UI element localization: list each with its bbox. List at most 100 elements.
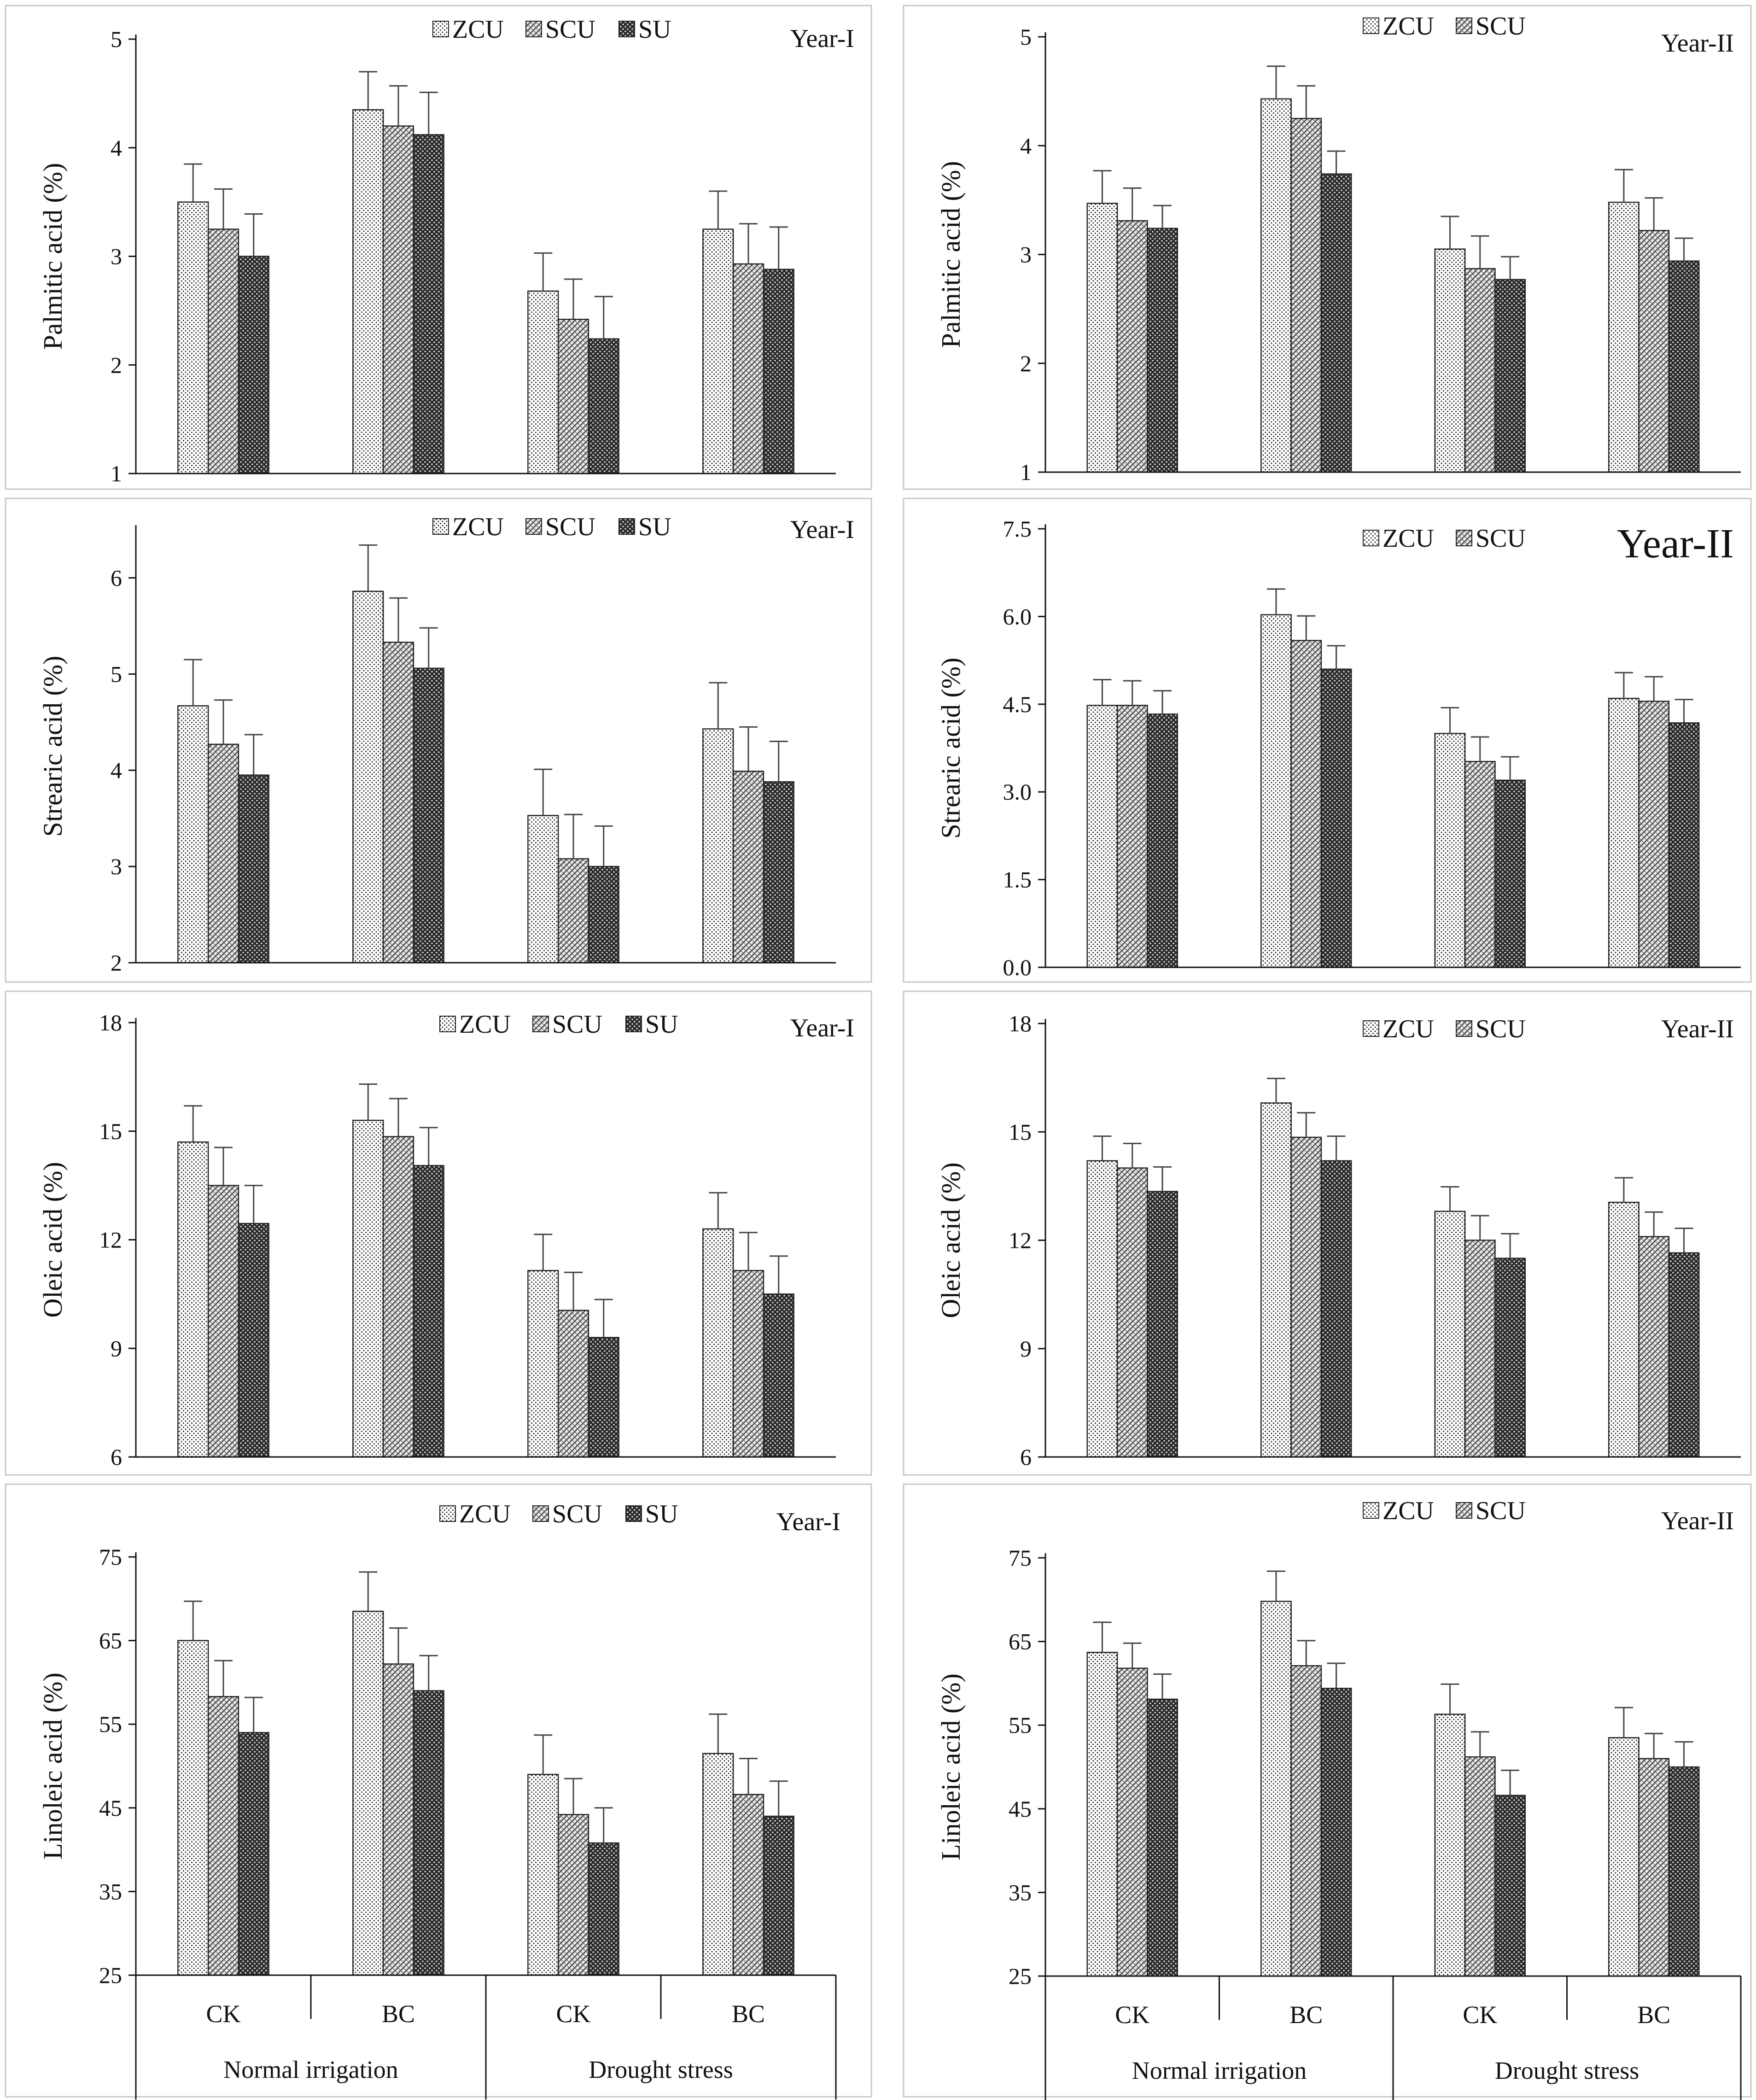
bar-scu <box>732 1794 764 1976</box>
chart-panel-1: 1 2 3 4 5 Palmitic acid (%) Year-I ZCU SCU SU <box>5 5 872 490</box>
y-tick-label: 65 <box>1009 1629 1032 1655</box>
y-axis-label: Strearic acid (%) <box>936 658 966 839</box>
legend-swatch <box>432 518 449 535</box>
bar-zcu <box>1086 705 1118 968</box>
bar-zcu <box>352 1610 384 1976</box>
legend-label: SU <box>645 1500 678 1528</box>
y-tick-label: 45 <box>99 1795 122 1821</box>
y-tick-label: 25 <box>1009 1963 1032 1989</box>
bar-series-3 <box>1494 279 1526 473</box>
bar-su <box>413 667 444 964</box>
bar-zcu <box>1608 201 1639 473</box>
chart-panel-5: 6 9 12 15 18 Oleic acid (%) Year-I ZCU SCU SU <box>5 990 872 1476</box>
legend-swatch <box>439 1016 456 1032</box>
legend-swatch <box>618 518 635 535</box>
bar-zcu <box>1434 248 1466 473</box>
legend-swatch <box>532 1016 549 1032</box>
bar-su <box>763 1815 794 1976</box>
category-label: CK <box>1115 2001 1149 2029</box>
bar-series-3 <box>1494 779 1526 968</box>
legend-swatch <box>625 1016 642 1032</box>
legend-label: ZCU <box>1383 524 1434 553</box>
bar-zcu <box>1086 203 1118 473</box>
bar-scu <box>382 1663 414 1976</box>
bar-scu <box>557 1814 589 1976</box>
legend-swatch <box>1363 18 1379 34</box>
y-axis-label: Oleic acid (%) <box>38 1162 68 1317</box>
panel-border <box>903 497 1752 983</box>
panel-border <box>903 1483 1752 2098</box>
bar-scu <box>557 318 589 474</box>
bar-su <box>588 866 619 964</box>
bar-scu <box>382 1136 414 1458</box>
bar-su <box>413 1165 444 1458</box>
bar-scu <box>557 858 589 964</box>
panel-border <box>5 1483 872 2098</box>
y-tick-label: 0.0 <box>1003 954 1032 980</box>
bar-scu <box>207 1185 239 1458</box>
group-label: Normal irrigation <box>1132 2057 1307 2084</box>
chart-title: Year-I <box>790 1014 854 1042</box>
y-tick-label: 65 <box>99 1628 122 1654</box>
legend-label: SCU <box>1476 12 1526 41</box>
bar-scu <box>1116 705 1148 968</box>
bar-su <box>763 269 794 474</box>
bar-scu <box>732 1270 764 1458</box>
bar-series-3 <box>1147 714 1178 968</box>
y-tick-label: 6 <box>111 565 122 591</box>
y-tick-label: 35 <box>99 1878 122 1904</box>
bar-su <box>763 1293 794 1458</box>
y-tick-label: 3 <box>111 244 122 269</box>
bar-series-3 <box>1320 1160 1352 1458</box>
bar-su <box>238 1223 269 1458</box>
legend-label: ZCU <box>459 1500 511 1528</box>
y-tick-label: 15 <box>1009 1119 1032 1145</box>
y-axis-label: Palmitic acid (%) <box>38 163 68 350</box>
bar-zcu <box>702 228 734 474</box>
chart-title: Year-II <box>1661 1507 1734 1535</box>
legend-label: SCU <box>1476 1497 1526 1525</box>
category-label: CK <box>1463 2001 1497 2029</box>
bar-scu <box>1464 760 1496 968</box>
bar-zcu <box>1260 1601 1292 1977</box>
bar-zcu <box>1608 697 1639 968</box>
y-tick-label: 35 <box>1009 1879 1032 1905</box>
legend-swatch <box>532 1505 549 1522</box>
y-tick-label: 5 <box>111 661 122 687</box>
y-tick-label: 4 <box>1020 133 1032 158</box>
category-label: BC <box>382 2000 415 2028</box>
chart-panel-3: 2 3 4 5 6 Strearic acid (%) Year-I ZCU SCU SU <box>5 497 872 983</box>
panel-border <box>903 990 1752 1476</box>
bar-zcu <box>1086 1160 1118 1458</box>
panel-border <box>5 497 872 983</box>
y-tick-label: 4 <box>111 135 122 161</box>
panel-border <box>5 990 872 1476</box>
bar-series-3 <box>1668 722 1700 968</box>
legend-label: SCU <box>545 15 595 44</box>
bar-scu <box>1116 220 1148 473</box>
y-tick-label: 3 <box>1020 242 1032 268</box>
bar-scu <box>207 743 239 964</box>
bar-series-3 <box>1668 1252 1700 1458</box>
legend-swatch <box>439 1505 456 1522</box>
bar-scu <box>1638 1236 1670 1458</box>
bar-scu <box>382 642 414 964</box>
bar-series-3 <box>1147 1191 1178 1458</box>
legend-label: ZCU <box>459 1010 511 1039</box>
bar-series-3 <box>1320 173 1352 473</box>
legend-label: SCU <box>1476 524 1526 553</box>
chart-title: Year-II <box>1661 29 1734 58</box>
bar-scu <box>1290 1136 1322 1458</box>
bar-zcu <box>352 109 384 474</box>
bar-scu <box>1464 1756 1496 1977</box>
bar-scu <box>557 1310 589 1458</box>
bar-scu <box>1290 117 1322 473</box>
y-tick-label: 45 <box>1009 1796 1032 1822</box>
y-axis-label: Linoleic acid (%) <box>936 1673 966 1860</box>
chart-panel-8: 25 35 45 55 65 75 Linoleic acid (%) Year-II ZCU S… <box>903 1483 1752 2100</box>
legend-label: ZCU <box>452 513 504 541</box>
bar-zcu <box>527 1270 559 1458</box>
bar-zcu <box>702 1753 734 1976</box>
bar-zcu <box>1260 98 1292 473</box>
legend-label: ZCU <box>1383 12 1434 41</box>
